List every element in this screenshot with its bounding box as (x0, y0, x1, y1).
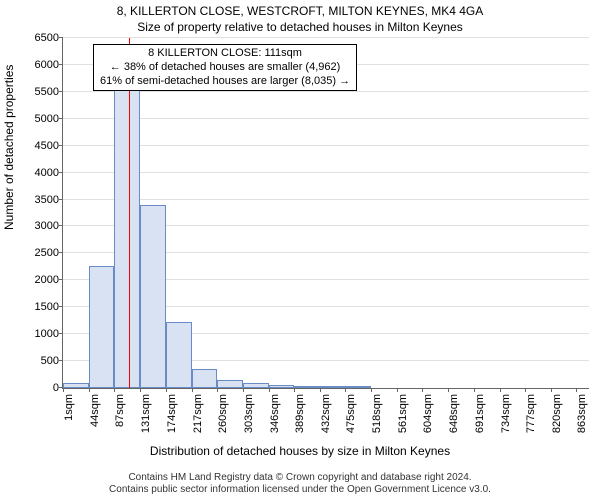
xtick-label: 863sqm (576, 388, 588, 433)
xtick-label: 691sqm (474, 388, 486, 433)
ytick-label: 2000 (35, 274, 63, 286)
ytick-label: 500 (41, 355, 63, 367)
chart-container: 8, KILLERTON CLOSE, WESTCROFT, MILTON KE… (0, 0, 600, 500)
gridline-h (63, 172, 589, 173)
xtick-label: 561sqm (397, 388, 409, 433)
gridline-h (63, 118, 589, 119)
ytick-label: 2500 (35, 247, 63, 259)
ytick-label: 6000 (35, 59, 63, 71)
reference-annotation: 8 KILLERTON CLOSE: 111sqm ← 38% of detac… (93, 44, 357, 91)
ytick-label: 0 (53, 382, 63, 394)
chart-subtitle: Size of property relative to detached ho… (0, 20, 600, 34)
ytick-label: 3000 (35, 220, 63, 232)
xtick-label: 604sqm (422, 388, 434, 433)
xtick-label: 131sqm (140, 388, 152, 433)
gridline-h (63, 37, 589, 38)
xtick-label: 303sqm (243, 388, 255, 433)
histogram-bar (114, 85, 140, 388)
xtick-label: 648sqm (448, 388, 460, 433)
xtick-label: 217sqm (192, 388, 204, 433)
histogram-bar (140, 205, 166, 388)
ytick-label: 1500 (35, 301, 63, 313)
xtick-label: 1sqm (63, 388, 75, 421)
xtick-label: 820sqm (551, 388, 563, 433)
xtick-label: 346sqm (269, 388, 281, 433)
xtick-label: 87sqm (114, 388, 126, 427)
histogram-bar (166, 322, 192, 388)
xtick-label: 44sqm (89, 388, 101, 427)
xtick-label: 389sqm (294, 388, 306, 433)
ytick-label: 3500 (35, 194, 63, 206)
xtick-label: 260sqm (217, 388, 229, 433)
plot-area: 0500100015002000250030003500400045005000… (62, 38, 589, 389)
ytick-label: 1000 (35, 328, 63, 340)
footer-line-1: Contains HM Land Registry data © Crown c… (0, 472, 600, 484)
y-axis-label: Number of detached properties (2, 65, 16, 230)
ytick-label: 4500 (35, 140, 63, 152)
annotation-line-3: 61% of semi-detached houses are larger (… (100, 75, 350, 89)
histogram-bar (217, 380, 243, 388)
gridline-h (63, 145, 589, 146)
ytick-label: 5500 (35, 86, 63, 98)
footer-line-2: Contains public sector information licen… (0, 484, 600, 496)
footer: Contains HM Land Registry data © Crown c… (0, 472, 600, 496)
annotation-line-2: ← 38% of detached houses are smaller (4,… (100, 61, 350, 75)
x-axis-label: Distribution of detached houses by size … (0, 444, 600, 458)
histogram-bar (192, 369, 218, 388)
xtick-label: 174sqm (166, 388, 178, 433)
ytick-label: 4000 (35, 167, 63, 179)
histogram-bar (89, 266, 115, 388)
ytick-label: 5000 (35, 113, 63, 125)
xtick-label: 734sqm (500, 388, 512, 433)
xtick-label: 475sqm (345, 388, 357, 433)
xtick-label: 777sqm (525, 388, 537, 433)
gridline-h (63, 199, 589, 200)
ytick-label: 6500 (35, 32, 63, 44)
annotation-line-1: 8 KILLERTON CLOSE: 111sqm (100, 47, 350, 61)
xtick-label: 518sqm (371, 388, 383, 433)
xtick-label: 432sqm (320, 388, 332, 433)
chart-title: 8, KILLERTON CLOSE, WESTCROFT, MILTON KE… (0, 4, 600, 18)
